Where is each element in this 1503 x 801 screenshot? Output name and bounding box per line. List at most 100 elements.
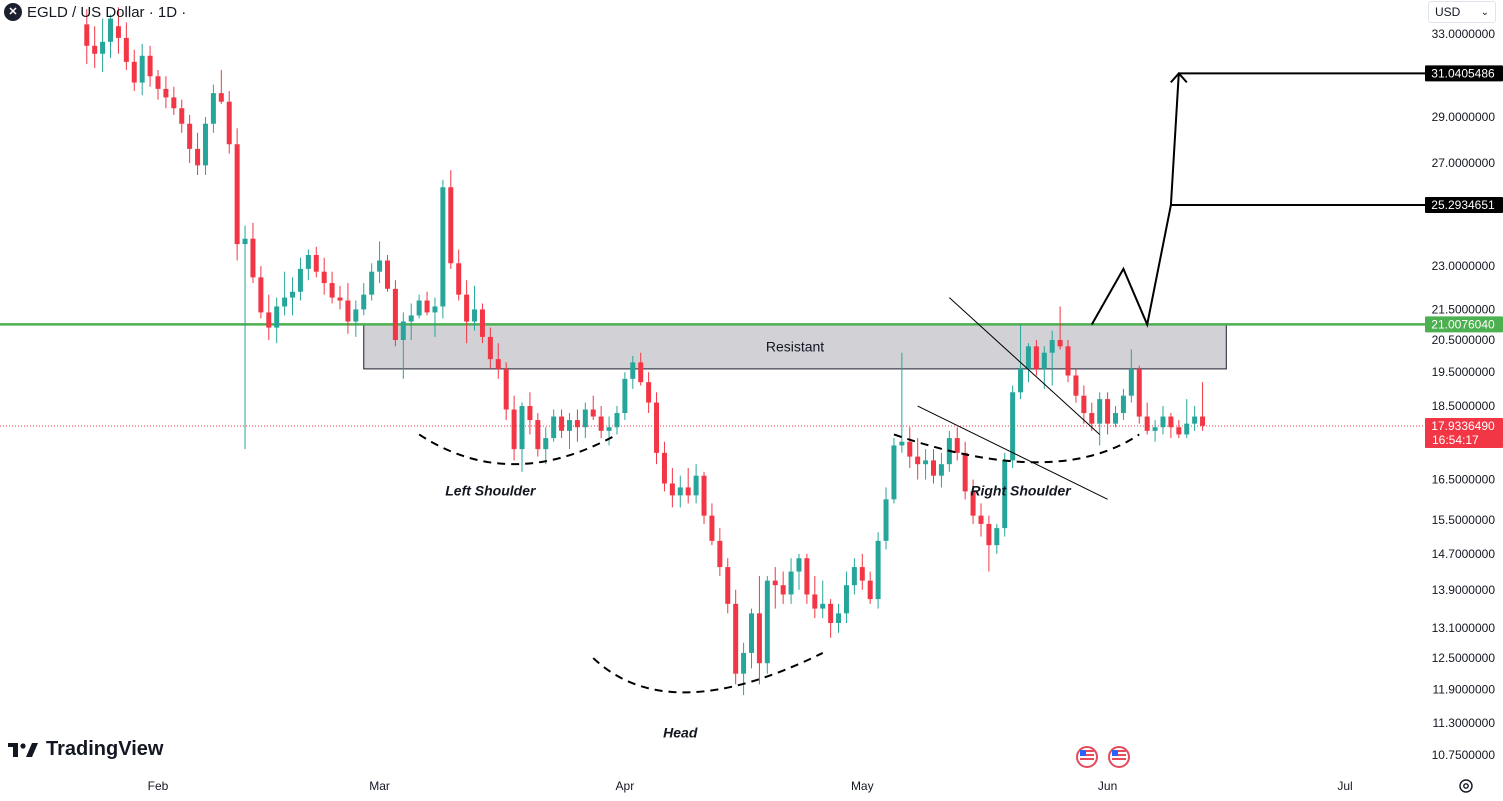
price-label-text: 31.0405486 bbox=[1431, 66, 1495, 80]
candle-body bbox=[1160, 416, 1166, 428]
currency-selector[interactable]: USD ⌄ bbox=[1428, 1, 1496, 23]
candle-body bbox=[400, 321, 406, 341]
candle-body bbox=[1065, 346, 1071, 376]
candle-body bbox=[171, 97, 177, 109]
y-tick-label: 14.7000000 bbox=[1432, 547, 1496, 561]
candle-body bbox=[472, 309, 478, 322]
candle-body bbox=[1081, 395, 1087, 414]
candle-body bbox=[899, 441, 905, 446]
candle-body bbox=[1105, 399, 1111, 424]
candle-body bbox=[978, 515, 984, 524]
trendline-2 bbox=[917, 405, 1108, 500]
candle-body bbox=[907, 441, 913, 457]
y-tick-label: 27.0000000 bbox=[1432, 156, 1496, 170]
y-tick-label: 16.5000000 bbox=[1432, 473, 1496, 487]
candle-body bbox=[1200, 416, 1206, 426]
candle-body bbox=[266, 312, 272, 328]
candle-body bbox=[361, 294, 367, 310]
candle-body bbox=[661, 452, 667, 484]
y-tick-label: 18.5000000 bbox=[1432, 399, 1496, 413]
candle-body bbox=[646, 382, 652, 403]
candle-body bbox=[139, 55, 145, 83]
y-tick-label: 29.0000000 bbox=[1432, 110, 1496, 124]
candle-body bbox=[1176, 427, 1182, 435]
candle-body bbox=[226, 101, 232, 145]
tradingview-logo[interactable]: TradingView bbox=[8, 738, 163, 761]
candle-body bbox=[305, 254, 311, 269]
pattern-arc-2 bbox=[592, 652, 824, 694]
projection-path bbox=[1090, 73, 1180, 328]
candle-body bbox=[630, 362, 636, 379]
chevron-down-icon: ⌄ bbox=[1480, 6, 1489, 18]
price-label-target: 31.0405486 bbox=[1425, 65, 1503, 82]
candle-body bbox=[1057, 340, 1063, 347]
candle-body bbox=[1184, 423, 1190, 435]
candle-body bbox=[875, 540, 881, 600]
candle-body bbox=[1025, 346, 1031, 369]
candle-body bbox=[511, 409, 517, 450]
candle-body bbox=[424, 300, 430, 313]
egld-coin-icon: ✕ bbox=[4, 3, 22, 21]
candle-body bbox=[788, 571, 794, 595]
candle-body bbox=[195, 148, 201, 166]
candle-body bbox=[954, 438, 960, 453]
candle-body bbox=[820, 603, 826, 609]
candle-body bbox=[416, 300, 422, 316]
candle-body bbox=[843, 585, 849, 614]
us-event-flag-icon bbox=[1076, 746, 1098, 768]
candle-body bbox=[780, 585, 786, 595]
candle-body bbox=[1010, 392, 1016, 461]
candle-body bbox=[938, 464, 944, 476]
candle-body bbox=[851, 567, 857, 586]
candles bbox=[84, 7, 1206, 696]
candle-body bbox=[242, 238, 248, 245]
trendline-1 bbox=[948, 297, 1101, 435]
candle-body bbox=[543, 438, 549, 450]
candle-body bbox=[836, 613, 842, 624]
candle-body bbox=[915, 456, 921, 465]
pattern-arc-1 bbox=[418, 433, 618, 466]
candle-body bbox=[131, 61, 137, 83]
candle-body bbox=[772, 580, 778, 586]
resistance-zone bbox=[363, 324, 1227, 370]
candle-body bbox=[369, 271, 375, 295]
candle-body bbox=[115, 26, 121, 38]
candle-body bbox=[147, 55, 153, 77]
candle-body bbox=[337, 297, 343, 301]
candle-body bbox=[764, 580, 770, 664]
candle-body bbox=[1120, 395, 1126, 414]
price-countdown: 16:54:17 bbox=[1432, 433, 1479, 447]
candle-body bbox=[638, 362, 644, 383]
y-tick-label: 10.7500000 bbox=[1432, 748, 1496, 762]
y-tick-label: 33.0000000 bbox=[1432, 27, 1496, 41]
candle-body bbox=[693, 475, 699, 496]
candle-body bbox=[345, 300, 351, 322]
candle-body bbox=[828, 603, 834, 624]
gear-icon[interactable] bbox=[1457, 777, 1475, 795]
candle-body bbox=[210, 93, 216, 124]
symbol-title[interactable]: EGLD / US Dollar · 1D · bbox=[27, 3, 187, 21]
candle-body bbox=[725, 567, 731, 604]
candle-body bbox=[353, 309, 359, 322]
candle-body bbox=[598, 416, 604, 431]
candle-body bbox=[448, 187, 454, 264]
candle-body bbox=[622, 378, 628, 414]
x-tick-label: Mar bbox=[369, 779, 390, 793]
candle-body bbox=[179, 108, 185, 124]
candle-body bbox=[931, 460, 937, 476]
y-tick-label: 19.5000000 bbox=[1432, 365, 1496, 379]
y-tick-label: 23.0000000 bbox=[1432, 259, 1496, 273]
pattern-label: Right Shoulder bbox=[970, 482, 1072, 498]
candle-body bbox=[432, 306, 438, 313]
candle-body bbox=[717, 540, 723, 568]
price-label-text: 21.0076040 bbox=[1431, 317, 1495, 331]
candle-body bbox=[456, 263, 462, 295]
candle-body bbox=[218, 93, 224, 102]
candle-body bbox=[100, 41, 106, 54]
price-label-text: 17.9336490 bbox=[1431, 419, 1495, 433]
price-label-target: 25.2934651 bbox=[1425, 196, 1503, 213]
candle-body bbox=[92, 45, 98, 54]
